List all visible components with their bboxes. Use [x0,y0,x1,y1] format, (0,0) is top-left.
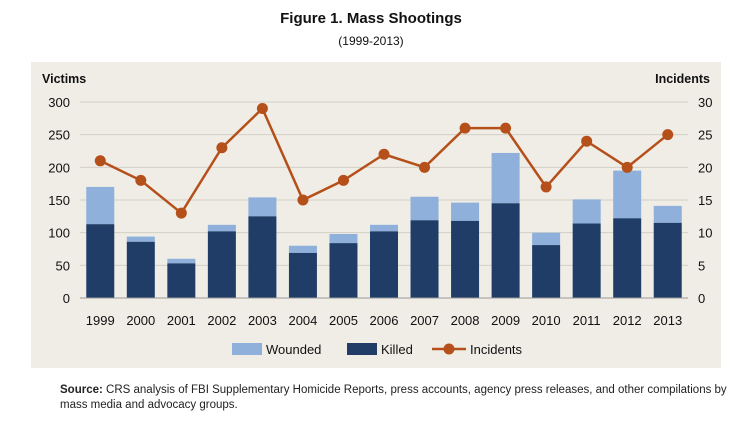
chart-title: Figure 1. Mass Shootings [280,10,462,27]
incidents-point [297,194,309,206]
incidents-point [378,148,390,160]
chart-panel [31,62,721,368]
y-tick-left: 250 [48,128,70,143]
bar-killed [410,220,439,298]
legend-label-killed: Killed [381,342,413,357]
y-tick-right: 15 [698,193,712,208]
bar-wounded [248,197,277,217]
source-text: CRS analysis of FBI Supplementary Homici… [60,384,727,411]
y-axis-label-right: Incidents [655,72,710,86]
x-tick-label: 2013 [653,313,682,328]
bar-killed [207,231,236,298]
y-tick-left: 150 [48,193,70,208]
bar-wounded [653,205,682,223]
legend-marker-incidents [443,343,455,355]
y-tick-left: 50 [56,258,70,273]
incidents-point [621,161,633,173]
incidents-line [99,106,669,215]
bar-wounded [167,258,196,264]
incidents-point [175,207,187,219]
x-tick-label: 2009 [491,313,520,328]
incidents-point [500,122,512,134]
x-tick-label: 2004 [288,313,317,328]
bar-wounded [207,224,236,232]
x-tick-label: 2012 [613,313,642,328]
incidents-point [459,122,471,134]
y-tick-left: 200 [48,160,70,175]
x-tick-label: 2007 [410,313,439,328]
bar-wounded [288,245,317,253]
bar-killed [451,220,480,298]
x-tick-label: 1999 [86,313,115,328]
y-tick-right: 20 [698,160,712,175]
bar-killed [532,245,561,298]
bar-wounded [532,232,561,246]
incidents-point [216,142,228,154]
bar-wounded [572,199,601,224]
y-axis-label-left: Victims [42,72,86,86]
chart-subtitle: (1999-2013) [338,34,404,48]
bar-killed [572,223,601,298]
x-tick-label: 2011 [573,313,601,328]
y-tick-right: 10 [698,226,712,241]
x-tick-label: 2002 [207,313,236,328]
bar-killed [248,216,277,298]
legend-swatch-killed [347,343,377,355]
legend-label-incidents: Incidents [470,342,523,357]
x-tick-label: 2005 [329,313,358,328]
incidents-point [256,103,268,115]
incidents-point [540,181,552,193]
incidents-point [581,135,593,147]
bar-wounded [126,236,155,242]
x-tick-label: 2008 [451,313,480,328]
bar-killed [86,224,115,298]
bar-killed [167,263,196,298]
bar-wounded [86,186,115,225]
x-tick-label: 2001 [167,313,196,328]
bar-wounded [370,224,398,232]
incidents-point [337,174,349,186]
y-tick-right: 30 [698,95,712,110]
incidents-point [94,155,106,167]
bar-killed [613,218,642,298]
incidents-point [419,161,431,173]
y-tick-right: 5 [698,258,705,273]
incidents-point [135,174,147,186]
incidents-point [662,129,674,141]
bar-killed [491,203,520,298]
bar-wounded [491,152,520,204]
source-label: Source: [60,384,103,396]
x-tick-label: 2010 [532,313,561,328]
bar-killed [126,241,155,298]
y-tick-left: 100 [48,226,70,241]
source-note: Source: CRS analysis of FBI Supplementar… [60,383,730,413]
x-tick-label: 2000 [126,313,155,328]
y-tick-right: 0 [698,291,705,306]
bar-killed [370,231,398,298]
legend-label-wounded: Wounded [266,342,321,357]
bar-wounded [451,202,480,221]
bar-killed [653,222,682,298]
bar-killed [329,243,358,298]
bar-wounded [329,233,358,244]
y-tick-right: 25 [698,128,712,143]
legend-swatch-wounded [232,343,262,355]
bar-wounded [410,196,439,221]
x-tick-label: 2006 [370,313,399,328]
bar-wounded [613,170,642,219]
bar-killed [288,252,317,298]
x-tick-label: 2003 [248,313,277,328]
y-tick-left: 0 [63,291,70,306]
y-tick-left: 300 [48,95,70,110]
